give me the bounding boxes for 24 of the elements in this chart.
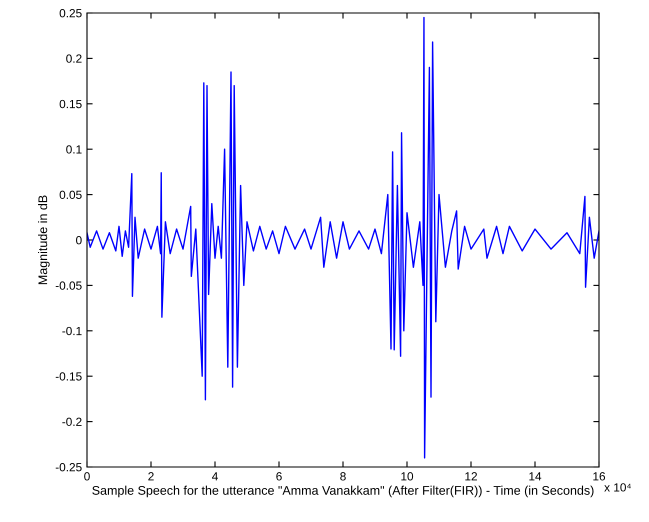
text: x 10⁴: [604, 483, 631, 492]
y-tick-label: 0.25: [60, 9, 82, 18]
x-tick-label: 4: [212, 472, 218, 480]
y-tick-label: 0.05: [60, 190, 82, 199]
y-tick-label: 0.2: [66, 54, 82, 63]
x-tick-label: 0: [84, 472, 90, 481]
y-tick-label: -0.15: [56, 372, 82, 381]
x-tick-label: 12: [465, 472, 477, 480]
x-axis-title: Sample Speech for the utterance "Amma Vanakkam" (After Filter(FIR)) - Time (in Seconds): [92, 486, 594, 498]
x-tick-label: 2: [148, 472, 154, 480]
y-tick-label: -0.05: [56, 281, 82, 290]
y-axis-title: Magnitude in dB: [38, 195, 50, 284]
y-tick-label: 0: [76, 236, 82, 244]
x-tick-label: 6: [276, 472, 282, 481]
x-tick-label: 10: [401, 472, 414, 481]
y-tick-label: 0.1: [66, 145, 82, 154]
y-tick-label: -0.2: [62, 418, 82, 426]
x-tick-label: 16: [593, 472, 606, 481]
y-tick-label: -0.1: [62, 326, 82, 336]
y-tick-label: 0.15: [60, 100, 82, 108]
x-tick-label: 14: [529, 472, 542, 480]
line-series: [87, 16, 599, 459]
y-tick-label: -0.25: [56, 463, 82, 472]
x-tick-label: 8: [340, 472, 346, 481]
